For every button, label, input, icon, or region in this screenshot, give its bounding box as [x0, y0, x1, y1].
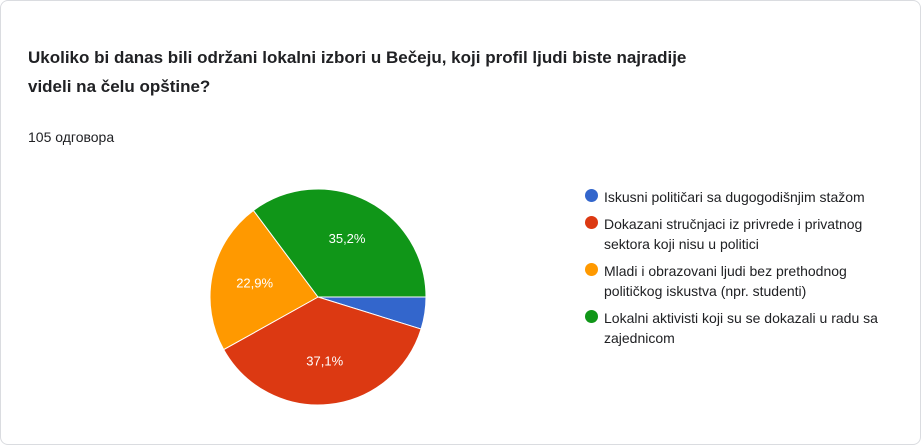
- legend-swatch: [585, 263, 598, 276]
- response-count: 105 одговора: [28, 129, 115, 145]
- legend-item-local-activists[interactable]: Lokalni aktivisti koji su se dokazali u …: [585, 308, 885, 348]
- legend-item-young-educated[interactable]: Mladi i obrazovani ljudi bez prethodnog …: [585, 261, 885, 301]
- legend-label: Dokazani stručnjaci iz privrede i privat…: [604, 216, 863, 252]
- legend-label: Iskusni političari sa dugogodišnjim staž…: [604, 189, 865, 205]
- legend-item-experienced-politicians[interactable]: Iskusni političari sa dugogodišnjim staž…: [585, 187, 885, 207]
- slice-percent-label: 22,9%: [236, 275, 273, 290]
- slice-percent-label: 35,2%: [329, 231, 366, 246]
- question-title: Ukoliko bi danas bili održani lokalni iz…: [28, 48, 687, 96]
- slice-young-educated[interactable]: [209, 209, 319, 351]
- legend-label: Lokalni aktivisti koji su se dokazali u …: [604, 310, 878, 346]
- slice-percent-label: 37,1%: [306, 353, 343, 368]
- legend-label: Mladi i obrazovani ljudi bez prethodnog …: [604, 263, 847, 299]
- slice-proven-experts[interactable]: [223, 296, 422, 406]
- chart-legend: Iskusni političari sa dugogodišnjim staž…: [585, 187, 885, 355]
- legend-swatch: [585, 216, 598, 229]
- legend-item-proven-experts[interactable]: Dokazani stručnjaci iz privrede i privat…: [585, 214, 885, 254]
- legend-swatch: [585, 189, 598, 202]
- slice-local-activists[interactable]: [252, 188, 427, 298]
- legend-swatch: [585, 310, 598, 323]
